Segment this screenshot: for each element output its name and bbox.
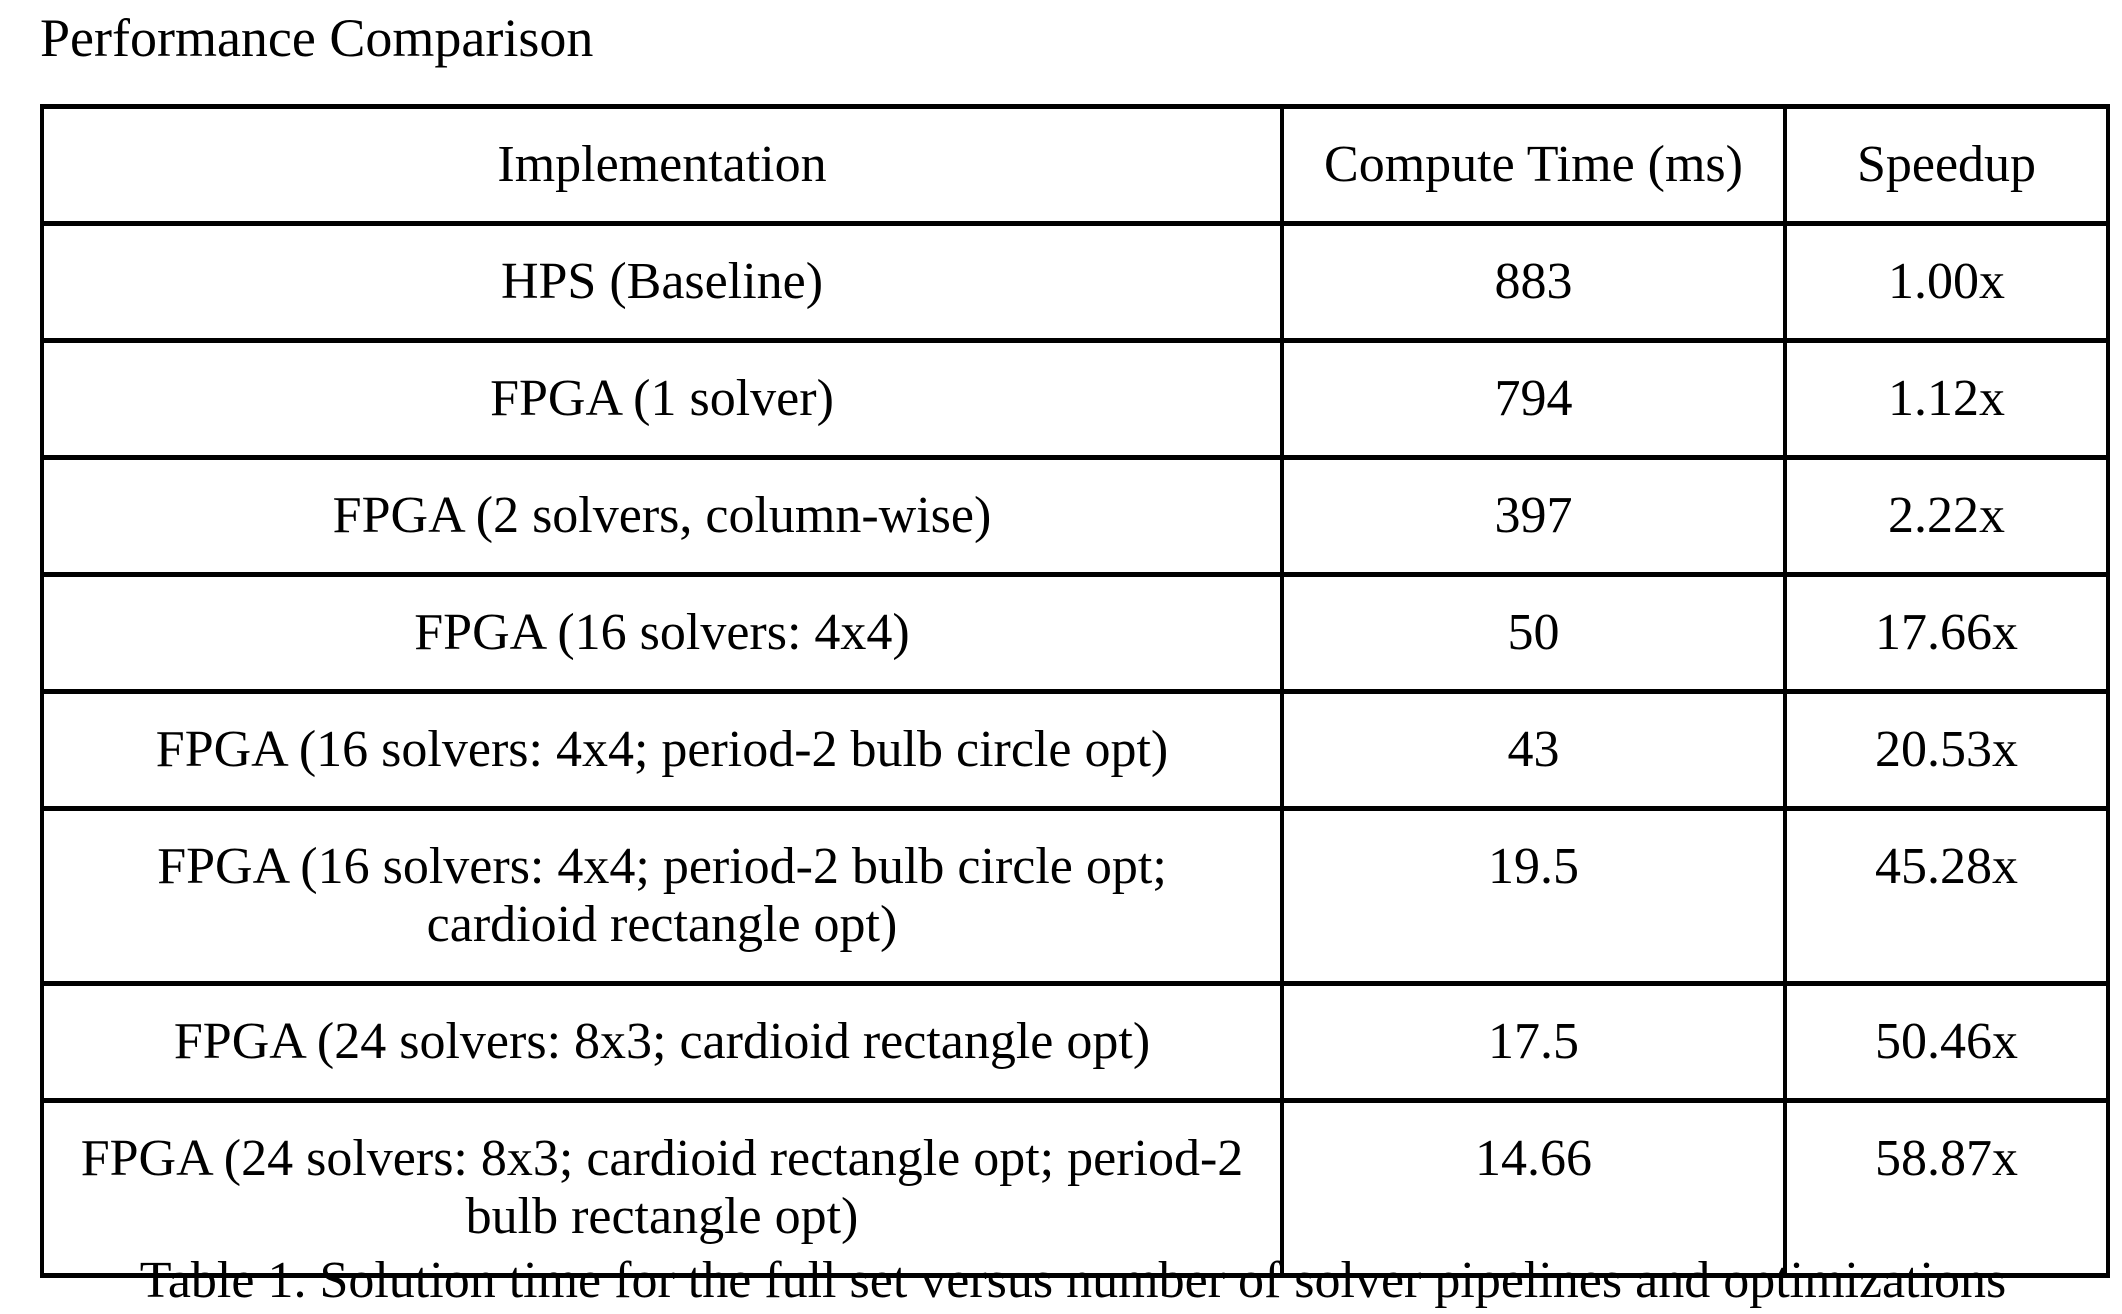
table-caption: Table 1. Solution time for the full set … [139,1252,2007,1309]
table-header-row: Implementation Compute Time (ms) Speedup [40,104,2110,226]
implementation-cell: FPGA (2 solvers, column-wise) [40,455,1284,577]
implementation-cell: HPS (Baseline) [40,221,1284,343]
implementation-cell: FPGA (1 solver) [40,338,1284,460]
table-row: HPS (Baseline) 883 1.00x [40,221,2110,343]
header-speedup: Speedup [1783,104,2110,226]
speedup-cell: 1.00x [1783,221,2110,343]
table-row: FPGA (2 solvers, column-wise) 397 2.22x [40,455,2110,577]
compute-time-cell: 397 [1280,455,1787,577]
header-implementation: Implementation [40,104,1284,226]
compute-time-cell: 794 [1280,338,1787,460]
header-compute-time: Compute Time (ms) [1280,104,1787,226]
speedup-cell: 58.87x [1783,1098,2110,1278]
implementation-cell: FPGA (16 solvers: 4x4) [40,572,1284,694]
compute-time-cell: 883 [1280,221,1787,343]
compute-time-cell: 50 [1280,572,1787,694]
table-row: FPGA (16 solvers: 4x4; period-2 bulb cir… [40,689,2110,811]
speedup-cell: 20.53x [1783,689,2110,811]
implementation-cell: FPGA (16 solvers: 4x4; period-2 bulb cir… [40,806,1284,986]
implementation-cell: FPGA (24 solvers: 8x3; cardioid rectangl… [40,981,1284,1103]
implementation-cell: FPGA (16 solvers: 4x4; period-2 bulb cir… [40,689,1284,811]
page-title: Performance Comparison [40,8,594,68]
implementation-cell: FPGA (24 solvers: 8x3; cardioid rectangl… [40,1098,1284,1278]
speedup-cell: 2.22x [1783,455,2110,577]
speedup-cell: 1.12x [1783,338,2110,460]
table-row: FPGA (24 solvers: 8x3; cardioid rectangl… [40,981,2110,1103]
speedup-cell: 17.66x [1783,572,2110,694]
speedup-cell: 45.28x [1783,806,2110,986]
compute-time-cell: 19.5 [1280,806,1787,986]
performance-table: Implementation Compute Time (ms) Speedup… [40,104,2110,1278]
compute-time-cell: 14.66 [1280,1098,1787,1278]
table-row: FPGA (16 solvers: 4x4) 50 17.66x [40,572,2110,694]
table-row: FPGA (1 solver) 794 1.12x [40,338,2110,460]
compute-time-cell: 17.5 [1280,981,1787,1103]
speedup-cell: 50.46x [1783,981,2110,1103]
compute-time-cell: 43 [1280,689,1787,811]
table-row: FPGA (24 solvers: 8x3; cardioid rectangl… [40,1098,2110,1278]
table-row: FPGA (16 solvers: 4x4; period-2 bulb cir… [40,806,2110,986]
